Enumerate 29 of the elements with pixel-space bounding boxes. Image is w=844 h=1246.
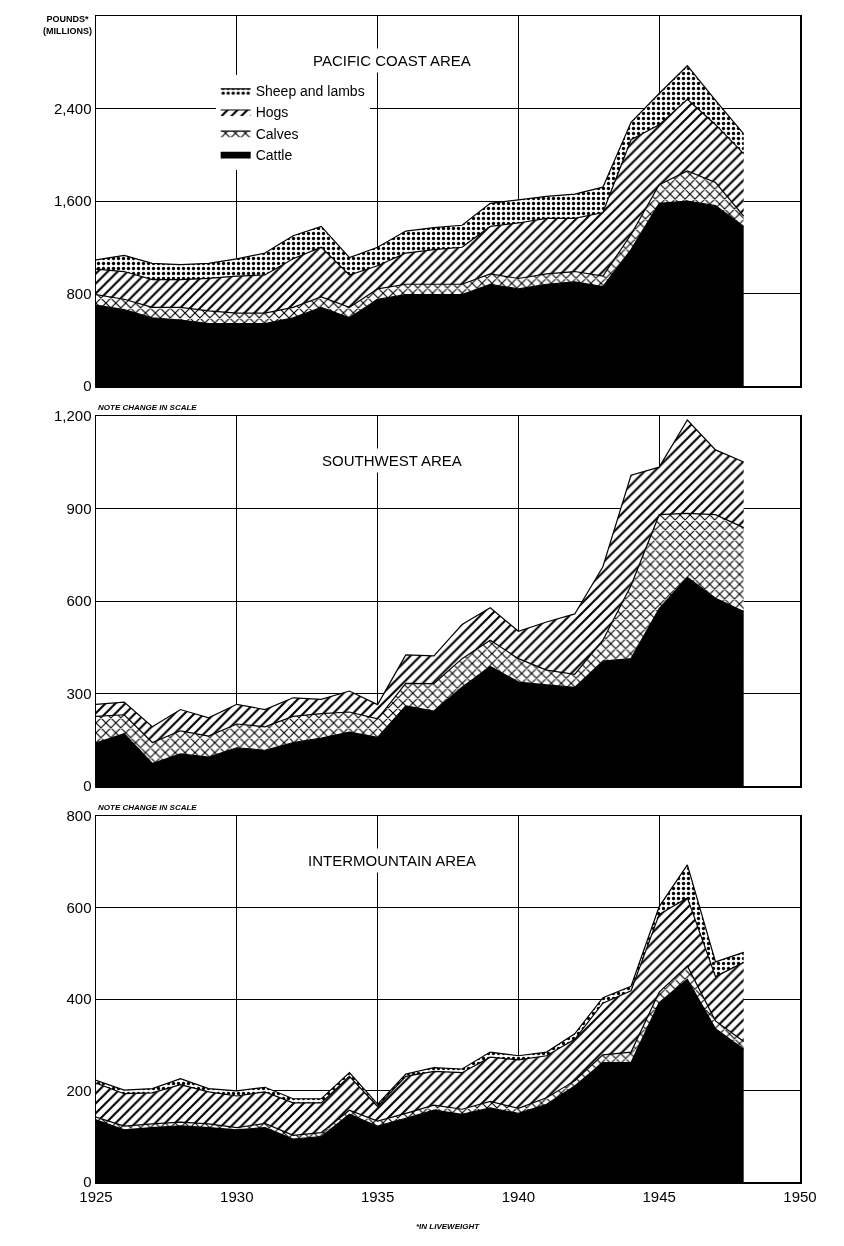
x-tick-label: 1950 (783, 1187, 817, 1205)
text: INTERMOUNTAIN AREA (308, 852, 477, 869)
y-tick-label: 0 (83, 377, 92, 395)
y-tick-label: 200 (66, 1081, 92, 1099)
y-tick-label: 800 (66, 284, 92, 302)
y-tick-label: 800 (66, 807, 92, 825)
legend-label: Calves (255, 125, 299, 142)
text: NOTE CHANGE IN SCALE (98, 403, 198, 412)
y-axis-title: POUNDS* (MILLIONS) (43, 14, 92, 36)
legend-label: Sheep and lambs (255, 83, 365, 100)
legend-label: Hogs (255, 104, 289, 121)
text: SOUTHWEST AREA (322, 452, 462, 469)
text: *IN LIVEWEIGHT (416, 1222, 481, 1231)
y-tick-label: 300 (66, 684, 92, 702)
y-tick-label: 0 (83, 777, 92, 795)
text: NOTE CHANGE IN SCALE (98, 803, 198, 812)
x-tick-label: 1940 (501, 1187, 536, 1205)
y-tick-label: 900 (66, 499, 92, 517)
x-tick-label: 1930 (220, 1187, 254, 1205)
y-tick-label: 600 (66, 592, 92, 610)
x-tick-label: 1945 (642, 1187, 676, 1205)
text: PACIFIC COAST AREA (313, 52, 471, 69)
y-tick-label: 400 (66, 990, 92, 1008)
y-tick-label: 2,400 (53, 99, 92, 117)
x-tick-label: 1935 (360, 1187, 395, 1205)
legend-label: Cattle (255, 146, 293, 163)
y-tick-label: 1,600 (53, 192, 92, 210)
y-tick-label: 1,200 (53, 407, 92, 425)
y-tick-label: 600 (66, 898, 92, 916)
